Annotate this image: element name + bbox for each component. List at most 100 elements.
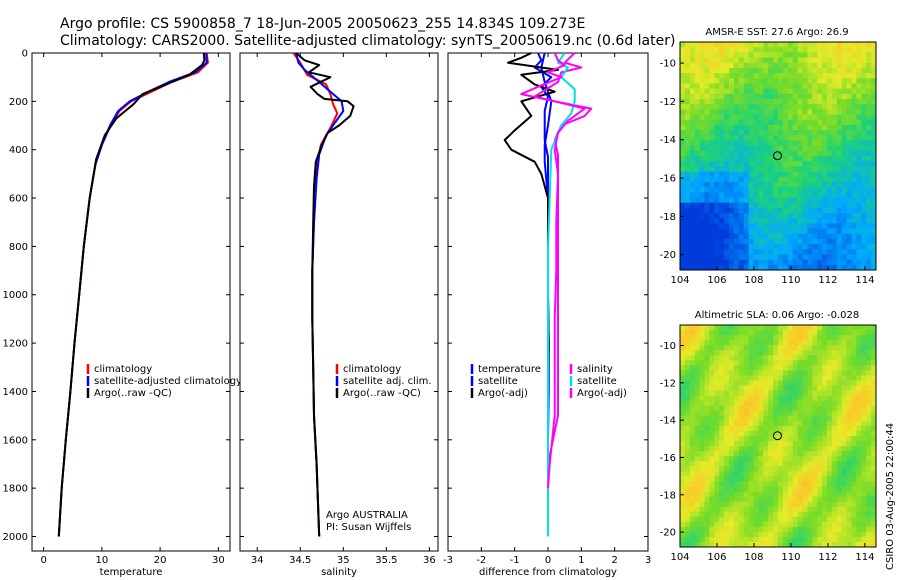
sla-map-cell [684, 345, 691, 351]
sla-map-cell [680, 375, 686, 381]
sst-map-cell [866, 99, 872, 105]
sst-map-cell [699, 47, 705, 53]
sst-map-cell [822, 73, 828, 79]
sst-map-cell [856, 161, 862, 167]
sla-map-cell [689, 541, 696, 548]
sla-map-cell [851, 385, 857, 391]
sst-map-cell [768, 83, 774, 90]
sla-map-cell [694, 481, 700, 487]
sst-map-cell [797, 57, 803, 64]
sst-map-cell [768, 47, 774, 53]
sst-map-cell [802, 254, 808, 261]
sla-map-cell [841, 395, 847, 402]
sla-map-cell [792, 496, 798, 502]
sla-map-cell [802, 511, 808, 518]
sla-map-cell [738, 430, 745, 437]
sla-map-cell [689, 466, 696, 472]
sla-map-cell [709, 536, 715, 543]
sst-map-cell [846, 150, 852, 157]
sst-map-cell [792, 130, 798, 136]
sla-map-cell [778, 415, 784, 422]
sst-map-cell [836, 52, 843, 58]
sst-map-cell [724, 104, 730, 110]
sst-map-cell [797, 259, 803, 266]
sla-map-cell [773, 425, 779, 432]
sla-map-cell [778, 375, 784, 381]
sst-map-cell [689, 156, 696, 162]
sst-map-cell [861, 140, 867, 147]
sla-map-cell [846, 385, 852, 391]
sla-map-cell [812, 355, 818, 361]
sla-map-cell [758, 330, 764, 336]
sst-map-cell [787, 192, 794, 198]
sla-map-cell [724, 486, 730, 492]
sst-map-cell [802, 181, 808, 188]
sla-map-cell [733, 395, 740, 402]
sst-map-cell [787, 213, 794, 219]
sst-map-cell [680, 171, 686, 178]
sst-map-cell [812, 78, 818, 84]
sst-map-cell [758, 62, 764, 69]
sla-map-cell [738, 461, 745, 467]
sst-map-cell [699, 109, 705, 115]
sst-map-cell [787, 171, 794, 178]
sla-map-cell [768, 476, 774, 482]
sla-map-cell [753, 446, 759, 452]
sla-map-cell [782, 380, 789, 386]
sla-map-cell [792, 466, 798, 472]
sst-map-cell [841, 166, 847, 172]
sla-map-cell [861, 491, 867, 497]
sla-map-cell [792, 536, 798, 543]
sla-map-cell [792, 521, 798, 528]
sla-map-cell [787, 390, 794, 397]
sla-map-cell [680, 355, 686, 361]
sla-map-cell [841, 516, 847, 523]
sla-map-cell [836, 340, 843, 346]
sst-map-cell [831, 73, 838, 79]
sst-map-cell [684, 145, 691, 152]
sla-map-cell [817, 390, 823, 397]
sst-map-cell [738, 166, 745, 172]
sla-map-cell [822, 466, 828, 472]
sla-map-cell [719, 385, 725, 391]
sst-map-cell [753, 156, 759, 162]
sst-map-cell [797, 140, 803, 147]
sst-map-cell [817, 238, 823, 245]
sst-map-cell [719, 124, 725, 131]
sla-map-cell [714, 466, 720, 472]
sst-map-cell [724, 42, 730, 48]
sla-map-cell [778, 456, 784, 462]
sst-map-cell [846, 109, 852, 115]
sla-map-cell [773, 335, 779, 341]
sla-map-cell [802, 385, 808, 391]
sst-map-cell [817, 187, 823, 193]
sst-map-cell [841, 104, 847, 110]
sst-map-cell [763, 171, 769, 178]
sst-map-cell [733, 57, 740, 64]
sst-map-cell [738, 213, 745, 219]
sla-map-cell [782, 330, 789, 336]
sst-map-cell [871, 207, 877, 214]
sst-map-cell [733, 187, 740, 193]
sla-map-cell [704, 350, 710, 356]
sst-map-cell [802, 233, 808, 240]
sst-map-cell [773, 78, 779, 84]
sla-map-cell [743, 350, 749, 356]
sla-map-cell [797, 526, 803, 533]
sst-map-cell [856, 233, 862, 240]
sla-map-cell [680, 486, 686, 492]
sst-map-cell [680, 254, 686, 261]
sla-map-cell [748, 400, 754, 407]
sla-map-cell [753, 335, 759, 341]
sla-map-cell [733, 420, 740, 427]
sla-map-cell [822, 345, 828, 351]
sla-map-cell [851, 501, 857, 508]
sst-map-cell [871, 249, 877, 255]
sla-map-cell [689, 476, 696, 482]
sst-map-cell [694, 135, 700, 141]
sla-map-cell [817, 516, 823, 523]
sst-map-cell [797, 171, 803, 178]
temperature-xtick-label: 30 [212, 555, 225, 566]
sst-map-cell [836, 207, 843, 214]
sla-map-cell [684, 441, 691, 447]
